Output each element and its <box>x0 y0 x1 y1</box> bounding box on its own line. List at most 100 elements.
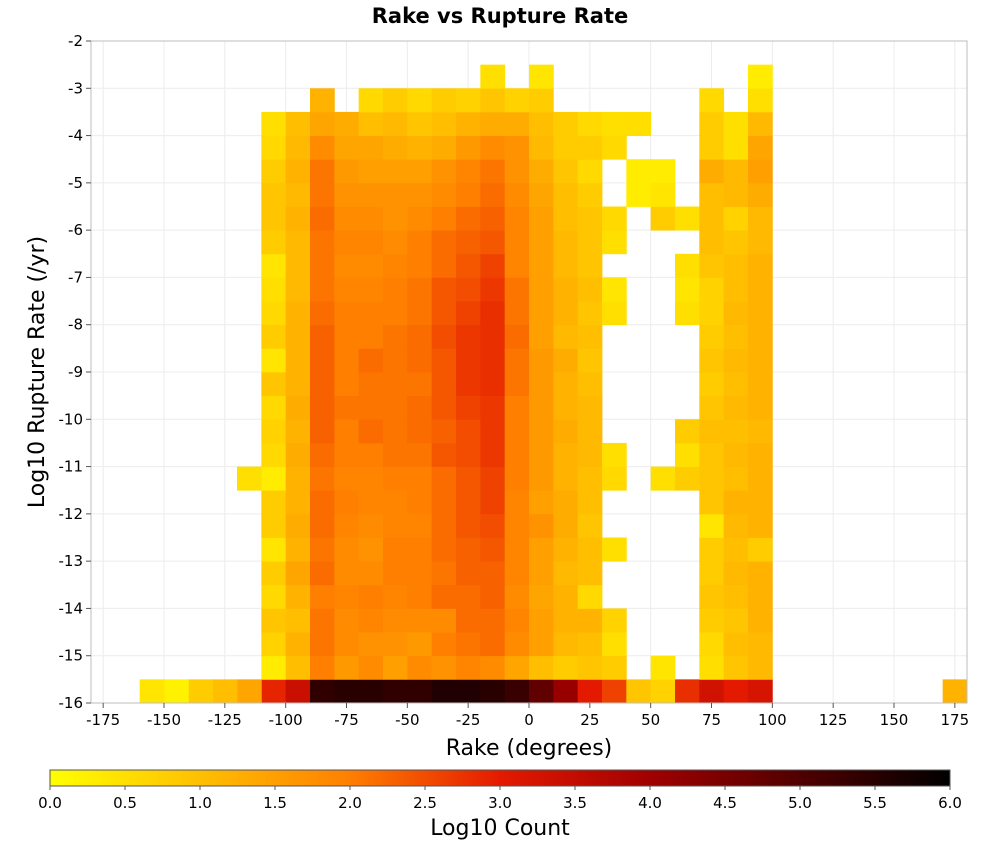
heatmap-cell <box>431 584 457 609</box>
heatmap-cell <box>723 159 749 184</box>
heatmap-cell <box>529 159 554 184</box>
heatmap-cell <box>723 632 749 657</box>
heatmap-cell <box>577 372 603 397</box>
heatmap-cell <box>310 513 335 538</box>
heatmap-cell <box>285 111 311 136</box>
heatmap-cell <box>529 348 554 373</box>
heatmap-cell <box>431 253 457 278</box>
heatmap-cell <box>383 632 408 657</box>
heatmap-cell <box>699 419 725 444</box>
heatmap-cell <box>407 537 433 562</box>
heatmap-cell <box>261 253 287 278</box>
heatmap-cell <box>431 230 457 255</box>
heatmap-cell <box>407 655 433 680</box>
heatmap-cell <box>650 466 676 491</box>
heatmap-cell <box>480 206 506 231</box>
heatmap-cell <box>553 206 579 231</box>
y-tick-label: -14 <box>59 599 84 617</box>
heatmap-cell <box>383 584 408 609</box>
colorbar-tick-label: 4.5 <box>713 794 737 812</box>
heatmap-cell <box>431 277 457 302</box>
heatmap-cell <box>334 561 360 586</box>
heatmap-cell <box>334 490 360 515</box>
heatmap-cell <box>529 490 554 515</box>
heatmap-cell <box>529 135 554 160</box>
colorbar-tick-label: 5.0 <box>788 794 812 812</box>
heatmap-cell <box>358 348 384 373</box>
heatmap-cell <box>285 324 311 349</box>
heatmap-cell <box>504 584 530 609</box>
heatmap-cell <box>261 561 287 586</box>
heatmap-cell <box>577 111 603 136</box>
heatmap-cell <box>699 584 725 609</box>
heatmap-cell <box>577 253 603 278</box>
heatmap-cell <box>407 277 433 302</box>
heatmap-cell <box>310 206 335 231</box>
heatmap-cell <box>480 182 506 207</box>
heatmap-cell <box>748 513 773 538</box>
heatmap-cell <box>456 442 481 467</box>
heatmap-cell <box>285 537 311 562</box>
heatmap-cell <box>748 253 773 278</box>
heatmap-cell <box>358 111 384 136</box>
chart-title: Rake vs Rupture Rate <box>372 4 628 28</box>
heatmap-cell <box>480 608 506 633</box>
heatmap-cell <box>334 135 360 160</box>
heatmap-cell <box>602 111 627 136</box>
heatmap-cell <box>334 466 360 491</box>
heatmap-cell <box>626 182 652 207</box>
heatmap-cell <box>675 277 700 302</box>
heatmap-cell <box>577 206 603 231</box>
heatmap-cell <box>383 608 408 633</box>
heatmap-cell <box>310 584 335 609</box>
heatmap-cell <box>285 182 311 207</box>
heatmap-cell <box>602 206 627 231</box>
heatmap-cell <box>358 513 384 538</box>
heatmap-cells <box>139 64 968 704</box>
heatmap-cell <box>748 537 773 562</box>
y-tick-label: -10 <box>59 410 84 428</box>
y-tick-label: -12 <box>59 505 84 523</box>
heatmap-cell <box>553 632 579 657</box>
heatmap-cell <box>699 537 725 562</box>
heatmap-cell <box>334 182 360 207</box>
heatmap-cell <box>261 372 287 397</box>
heatmap-cell <box>723 608 749 633</box>
heatmap-cell <box>553 561 579 586</box>
heatmap-cell <box>285 561 311 586</box>
heatmap-cell <box>504 348 530 373</box>
heatmap-cell <box>261 111 287 136</box>
heatmap-cell <box>358 372 384 397</box>
heatmap-cell <box>480 253 506 278</box>
heatmap-cell <box>480 348 506 373</box>
heatmap-cell <box>431 442 457 467</box>
heatmap-cell <box>456 348 481 373</box>
heatmap-cell <box>723 490 749 515</box>
heatmap-cell <box>723 324 749 349</box>
heatmap-cell <box>285 679 311 704</box>
heatmap-cell <box>383 395 408 420</box>
colorbar-tick-label: 1.5 <box>263 794 287 812</box>
heatmap-cell <box>456 679 481 704</box>
heatmap-cell <box>699 159 725 184</box>
heatmap-cell <box>285 584 311 609</box>
heatmap-cell <box>310 537 335 562</box>
y-tick-label: -9 <box>68 363 83 381</box>
heatmap-cell <box>456 632 481 657</box>
heatmap-cell <box>431 301 457 326</box>
heatmap-cell <box>577 182 603 207</box>
colorbar <box>49 769 951 787</box>
heatmap-cell <box>675 442 700 467</box>
heatmap-cell <box>358 419 384 444</box>
heatmap-cell <box>553 679 579 704</box>
heatmap-cell <box>480 135 506 160</box>
heatmap-cell <box>504 230 530 255</box>
heatmap-cell <box>529 301 554 326</box>
heatmap-cell <box>261 584 287 609</box>
heatmap-cell <box>480 632 506 657</box>
heatmap-cell <box>699 632 725 657</box>
heatmap-cell <box>310 324 335 349</box>
colorbar-tick-label: 2.5 <box>413 794 437 812</box>
heatmap-cell <box>748 324 773 349</box>
heatmap-cell <box>723 561 749 586</box>
